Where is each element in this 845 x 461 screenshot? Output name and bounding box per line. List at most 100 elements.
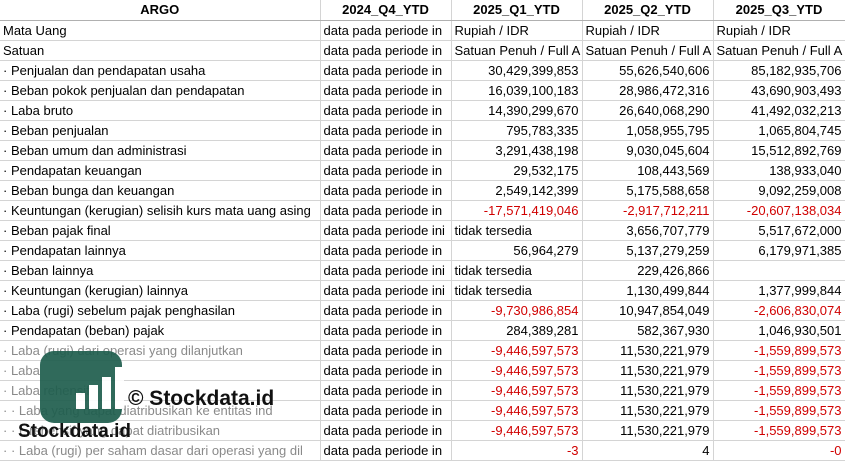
value-cell[interactable]: data pada periode in [320,320,452,341]
value-cell[interactable]: 1,058,955,795 [582,120,714,141]
value-cell[interactable]: 26,640,068,290 [582,100,714,121]
value-cell[interactable]: 108,443,569 [582,160,714,181]
value-cell[interactable]: 11,530,221,979 [582,400,714,421]
value-cell[interactable]: 55,626,540,606 [582,60,714,81]
value-cell[interactable]: data pada periode ini [320,220,452,241]
value-cell[interactable]: -1,559,899,573 [713,400,845,421]
value-cell[interactable]: 9,092,259,008 [713,180,845,201]
value-cell[interactable]: 30,429,399,853 [451,60,583,81]
value-cell[interactable]: data pada periode in [320,60,452,81]
header-cell-2025-q2[interactable]: 2025_Q2_YTD [582,0,714,21]
value-cell[interactable]: data pada periode in [320,360,452,381]
row-label-cell[interactable]: Mata Uang [0,20,321,41]
row-label-cell[interactable]: · Beban penjualan [0,120,321,141]
value-cell[interactable]: -0 [713,440,845,461]
row-label-cell[interactable]: · Pendapatan keuangan [0,160,321,181]
row-label-cell[interactable]: · Pendapatan (beban) pajak [0,320,321,341]
value-cell[interactable]: Rupiah / IDR [582,20,714,41]
row-label-cell[interactable]: · Beban pokok penjualan dan pendapatan [0,80,321,101]
row-label-cell[interactable]: · · Laba yang dapat diatribusikan ke ent… [0,400,321,421]
value-cell[interactable]: tidak tersedia [451,260,583,281]
value-cell[interactable]: -1,559,899,573 [713,340,845,361]
value-cell[interactable]: -2,917,712,211 [582,200,714,221]
value-cell[interactable]: -9,446,597,573 [451,380,583,401]
row-label-cell[interactable]: · Keuntungan (kerugian) selisih kurs mat… [0,200,321,221]
value-cell[interactable]: data pada periode in [320,200,452,221]
value-cell[interactable]: tidak tersedia [451,220,583,241]
header-cell-2025-q1[interactable]: 2025_Q1_YTD [451,0,583,21]
value-cell[interactable]: -20,607,138,034 [713,200,845,221]
value-cell[interactable]: Satuan Penuh / Full A [582,40,714,61]
value-cell[interactable] [713,260,845,281]
header-cell-company[interactable]: ARGO [0,0,321,21]
value-cell[interactable]: data pada periode in [320,400,452,421]
value-cell[interactable]: data pada periode in [320,120,452,141]
value-cell[interactable]: 41,492,032,213 [713,100,845,121]
value-cell[interactable]: -9,446,597,573 [451,360,583,381]
value-cell[interactable]: -9,446,597,573 [451,400,583,421]
value-cell[interactable]: 85,182,935,706 [713,60,845,81]
value-cell[interactable]: -1,559,899,573 [713,360,845,381]
value-cell[interactable]: data pada periode in [320,440,452,461]
value-cell[interactable]: 28,986,472,316 [582,80,714,101]
row-label-cell[interactable]: · Beban pajak final [0,220,321,241]
row-label-cell[interactable]: · Beban bunga dan keuangan [0,180,321,201]
value-cell[interactable]: -1,559,899,573 [713,380,845,401]
value-cell[interactable]: 1,130,499,844 [582,280,714,301]
value-cell[interactable]: data pada periode in [320,380,452,401]
value-cell[interactable]: Rupiah / IDR [451,20,583,41]
value-cell[interactable]: 3,656,707,779 [582,220,714,241]
value-cell[interactable]: data pada periode ini [320,280,452,301]
value-cell[interactable]: 43,690,903,493 [713,80,845,101]
value-cell[interactable]: data pada periode in [320,340,452,361]
value-cell[interactable]: 229,426,866 [582,260,714,281]
row-label-cell[interactable]: · Laba (rugi) dari operasi yang dilanjut… [0,340,321,361]
value-cell[interactable]: Rupiah / IDR [713,20,845,41]
row-label-cell[interactable]: · Keuntungan (kerugian) lainnya [0,280,321,301]
header-cell-2024-q4[interactable]: 2024_Q4_YTD [320,0,452,21]
value-cell[interactable]: 11,530,221,979 [582,380,714,401]
row-label-cell[interactable]: · Laba rehensif [0,380,321,401]
row-label-cell[interactable]: · Laba bruto [0,100,321,121]
value-cell[interactable]: -9,446,597,573 [451,420,583,441]
value-cell[interactable]: data pada periode in [320,240,452,261]
value-cell[interactable]: -17,571,419,046 [451,200,583,221]
value-cell[interactable]: 9,030,045,604 [582,140,714,161]
value-cell[interactable]: data pada periode in [320,80,452,101]
value-cell[interactable]: 5,517,672,000 [713,220,845,241]
row-label-cell[interactable]: · Laba [0,360,321,381]
value-cell[interactable]: 29,532,175 [451,160,583,181]
value-cell[interactable]: 16,039,100,183 [451,80,583,101]
row-label-cell[interactable]: · · L rehensif yang dapat diatribusikan [0,420,321,441]
value-cell[interactable]: data pada periode in [320,140,452,161]
row-label-cell[interactable]: · Penjualan dan pendapatan usaha [0,60,321,81]
value-cell[interactable]: Satuan Penuh / Full A [713,40,845,61]
value-cell[interactable]: -3 [451,440,583,461]
value-cell[interactable]: 138,933,040 [713,160,845,181]
value-cell[interactable]: 1,377,999,844 [713,280,845,301]
value-cell[interactable]: -2,606,830,074 [713,300,845,321]
value-cell[interactable]: data pada periode in [320,300,452,321]
value-cell[interactable]: tidak tersedia [451,280,583,301]
value-cell[interactable]: 284,389,281 [451,320,583,341]
value-cell[interactable]: 5,175,588,658 [582,180,714,201]
value-cell[interactable]: 1,065,804,745 [713,120,845,141]
value-cell[interactable]: data pada periode in [320,180,452,201]
value-cell[interactable]: 56,964,279 [451,240,583,261]
value-cell[interactable]: 14,390,299,670 [451,100,583,121]
value-cell[interactable]: 5,137,279,259 [582,240,714,261]
value-cell[interactable]: data pada periode in [320,100,452,121]
value-cell[interactable]: 10,947,854,049 [582,300,714,321]
value-cell[interactable]: 11,530,221,979 [582,360,714,381]
value-cell[interactable]: 6,179,971,385 [713,240,845,261]
row-label-cell[interactable]: Satuan [0,40,321,61]
value-cell[interactable]: 795,783,335 [451,120,583,141]
value-cell[interactable]: -1,559,899,573 [713,420,845,441]
row-label-cell[interactable]: · Pendapatan lainnya [0,240,321,261]
row-label-cell[interactable]: · Laba (rugi) sebelum pajak penghasilan [0,300,321,321]
value-cell[interactable]: 1,046,930,501 [713,320,845,341]
row-label-cell[interactable]: · · Laba (rugi) per saham dasar dari ope… [0,440,321,461]
value-cell[interactable]: 2,549,142,399 [451,180,583,201]
row-label-cell[interactable]: · Beban lainnya [0,260,321,281]
value-cell[interactable]: 4 [582,440,714,461]
